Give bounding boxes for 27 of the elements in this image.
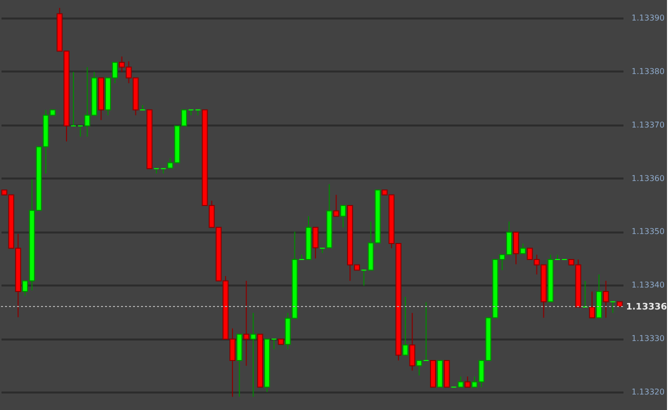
y-tick-label: 1.13330 <box>632 334 665 344</box>
candlestick <box>70 71 76 126</box>
candlestick <box>312 226 318 259</box>
y-tick-label: 1.13360 <box>632 174 665 183</box>
candlestick <box>340 205 346 228</box>
y-tick-label: 1.13380 <box>632 66 665 76</box>
candlestick <box>194 109 201 116</box>
candlestick <box>602 280 609 318</box>
candlestick <box>153 168 160 174</box>
candlestick <box>464 376 471 388</box>
candlestick <box>140 104 146 110</box>
candlestick <box>582 280 588 308</box>
candlestick <box>402 296 408 356</box>
candlestick <box>610 301 616 314</box>
candlestick <box>250 312 256 398</box>
candlestick <box>409 312 416 372</box>
y-tick-label: 1.13320 <box>632 387 665 396</box>
candlestick <box>333 194 340 217</box>
y-tick-label: 1.13340 <box>632 280 665 290</box>
y-tick-label: 1.13350 <box>632 227 665 236</box>
y-tick-label: 1.13370 <box>632 120 665 130</box>
candlestick <box>243 280 250 366</box>
ref-line-label: 1.13336 <box>626 302 667 312</box>
y-tick-label: 1.13390 <box>632 14 665 23</box>
candlestick <box>512 232 519 265</box>
candlestick <box>520 242 526 254</box>
candlestick <box>589 291 596 318</box>
